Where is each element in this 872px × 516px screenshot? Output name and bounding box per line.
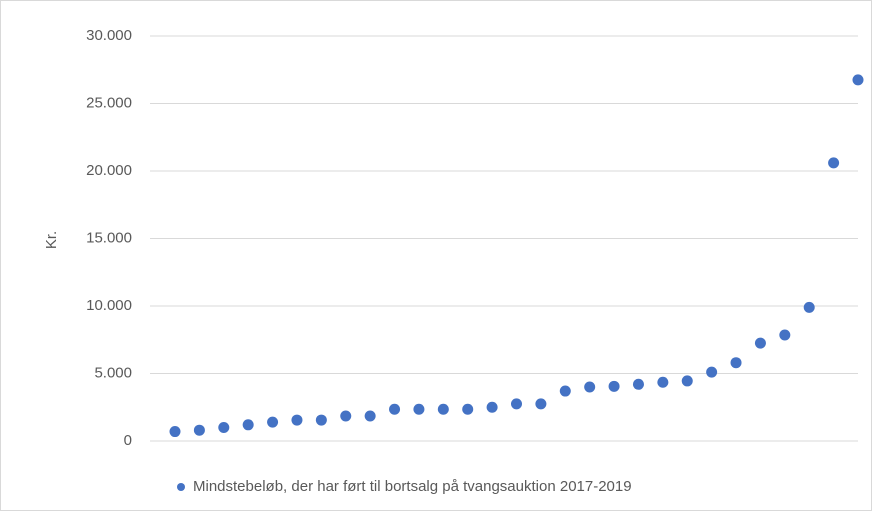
data-point [511, 398, 522, 410]
data-point [754, 337, 766, 349]
data-point [340, 410, 352, 422]
data-point [584, 381, 596, 393]
data-point [315, 414, 327, 426]
data-point [681, 375, 693, 387]
data-point [535, 398, 547, 410]
data-point [803, 301, 815, 313]
data-point [169, 426, 181, 438]
data-point [730, 357, 742, 369]
data-point [852, 74, 864, 86]
y-tick-label: 25.000 [86, 94, 132, 111]
y-tick-label: 20.000 [86, 162, 132, 179]
y-tick-label: 0 [124, 432, 132, 449]
data-point [779, 329, 791, 341]
y-tick-label: 15.000 [86, 229, 132, 246]
data-point [559, 385, 571, 397]
data-point [486, 401, 498, 413]
data-point [291, 414, 303, 426]
data-point [413, 403, 425, 415]
y-axis-title: Kr. [43, 231, 60, 249]
data-point [267, 416, 279, 428]
data-point [462, 403, 474, 415]
data-point [437, 403, 449, 415]
data-point [632, 378, 644, 390]
data-point [364, 410, 376, 422]
data-point [242, 419, 254, 431]
data-point [706, 366, 718, 378]
data-point [657, 376, 669, 388]
data-point [828, 157, 840, 169]
data-point [389, 403, 401, 415]
data-point [193, 424, 205, 436]
legend-marker [177, 483, 185, 491]
y-tick-label: 10.000 [86, 297, 132, 314]
y-tick-label: 5.000 [94, 364, 132, 381]
legend-label: Mindstebeløb, der har ført til bortsalg … [193, 478, 632, 495]
data-point [608, 380, 620, 392]
y-tick-label: 30.000 [86, 27, 132, 44]
data-point [218, 422, 230, 433]
